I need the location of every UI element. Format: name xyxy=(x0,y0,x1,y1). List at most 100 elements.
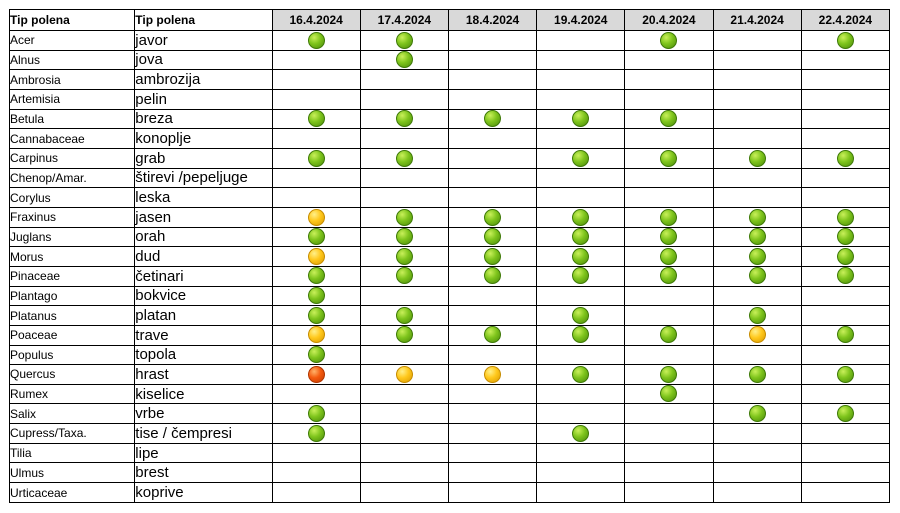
level-low-dot-icon xyxy=(748,267,766,285)
level-low-dot-icon xyxy=(484,247,502,265)
level-low-dot-icon xyxy=(484,110,502,128)
level-low-dot-icon xyxy=(572,267,590,285)
level-cell xyxy=(447,128,538,149)
level-cell xyxy=(359,442,449,464)
level-low-dot-icon xyxy=(660,110,678,128)
level-low-dot-icon xyxy=(836,149,854,167)
level-cell xyxy=(447,187,538,208)
pollen-local-name: koprive xyxy=(134,482,273,503)
level-cell xyxy=(271,364,361,385)
level-cell xyxy=(536,88,626,110)
level-cell xyxy=(536,69,626,90)
level-cell xyxy=(536,206,626,228)
level-cell xyxy=(624,344,714,366)
level-cell xyxy=(271,285,361,307)
table-row: Platanus platan xyxy=(8,305,891,326)
level-low-dot-icon xyxy=(395,326,413,344)
pollen-latin-name: Urticaceae xyxy=(8,482,136,503)
level-cell xyxy=(624,423,714,444)
level-moderate-dot-icon xyxy=(307,326,325,344)
level-cell xyxy=(447,265,538,287)
pollen-local-name: bokvice xyxy=(134,285,273,307)
pollen-local-name: breza xyxy=(134,108,273,130)
level-cell xyxy=(712,364,802,385)
header-latin: Tip polena xyxy=(8,9,136,31)
level-cell xyxy=(536,462,626,484)
level-cell xyxy=(712,403,802,425)
level-cell xyxy=(712,305,802,326)
level-cell xyxy=(624,187,714,208)
level-cell xyxy=(712,167,802,189)
level-low-dot-icon xyxy=(660,228,678,246)
level-low-dot-icon xyxy=(572,365,590,383)
level-low-dot-icon xyxy=(395,267,413,285)
pollen-latin-name: Ambrosia xyxy=(8,69,136,90)
table-row: Carpinus grab xyxy=(8,147,891,169)
level-cell xyxy=(536,383,626,405)
level-cell xyxy=(447,49,538,71)
level-cell xyxy=(447,285,538,307)
pollen-latin-name: Morus xyxy=(8,246,136,267)
level-cell xyxy=(800,30,891,51)
level-moderate-dot-icon xyxy=(307,247,325,265)
level-low-dot-icon xyxy=(395,247,413,265)
level-cell xyxy=(271,383,361,405)
table-row: Morus dud xyxy=(8,246,891,267)
pollen-local-name: kiselice xyxy=(134,383,273,405)
header-date: 21.4.2024 xyxy=(712,9,802,31)
level-cell xyxy=(447,482,538,503)
level-cell xyxy=(800,285,891,307)
level-low-dot-icon xyxy=(748,365,766,383)
level-cell xyxy=(271,344,361,366)
level-low-dot-icon xyxy=(660,267,678,285)
level-cell xyxy=(800,128,891,149)
level-cell xyxy=(800,324,891,346)
pollen-local-name: lipe xyxy=(134,442,273,464)
level-cell xyxy=(624,462,714,484)
level-cell xyxy=(359,147,449,169)
level-cell xyxy=(359,69,449,90)
level-cell xyxy=(359,305,449,326)
level-cell xyxy=(359,167,449,189)
pollen-latin-name: Platanus xyxy=(8,305,136,326)
level-low-dot-icon xyxy=(572,247,590,265)
level-cell xyxy=(536,226,626,248)
level-cell xyxy=(359,482,449,503)
pollen-latin-name: Plantago xyxy=(8,285,136,307)
pollen-local-name: četinari xyxy=(134,265,273,287)
level-cell xyxy=(536,285,626,307)
level-low-dot-icon xyxy=(660,326,678,344)
level-cell xyxy=(624,305,714,326)
level-moderate-dot-icon xyxy=(484,365,502,383)
level-cell xyxy=(624,403,714,425)
level-cell xyxy=(359,128,449,149)
level-low-dot-icon xyxy=(307,346,325,364)
level-cell xyxy=(624,324,714,346)
pollen-latin-name: Corylus xyxy=(8,187,136,208)
level-cell xyxy=(271,187,361,208)
level-cell xyxy=(800,226,891,248)
pollen-latin-name: Poaceae xyxy=(8,324,136,346)
level-moderate-dot-icon xyxy=(307,208,325,226)
level-low-dot-icon xyxy=(836,365,854,383)
level-cell xyxy=(271,442,361,464)
level-cell xyxy=(271,206,361,228)
level-cell xyxy=(800,206,891,228)
level-cell xyxy=(359,423,449,444)
level-low-dot-icon xyxy=(836,326,854,344)
level-cell xyxy=(712,226,802,248)
level-cell xyxy=(536,147,626,169)
level-low-dot-icon xyxy=(395,110,413,128)
level-cell xyxy=(800,442,891,464)
table-row: Quercus hrast xyxy=(8,364,891,385)
level-cell xyxy=(536,423,626,444)
pollen-latin-name: Cupress/Taxa. xyxy=(8,423,136,444)
level-cell xyxy=(712,442,802,464)
header-date: 18.4.2024 xyxy=(447,9,538,31)
level-cell xyxy=(536,482,626,503)
level-cell xyxy=(536,305,626,326)
level-cell xyxy=(800,462,891,484)
pollen-latin-name: Chenop/Amar. xyxy=(8,167,136,189)
level-cell xyxy=(536,49,626,71)
level-low-dot-icon xyxy=(572,228,590,246)
